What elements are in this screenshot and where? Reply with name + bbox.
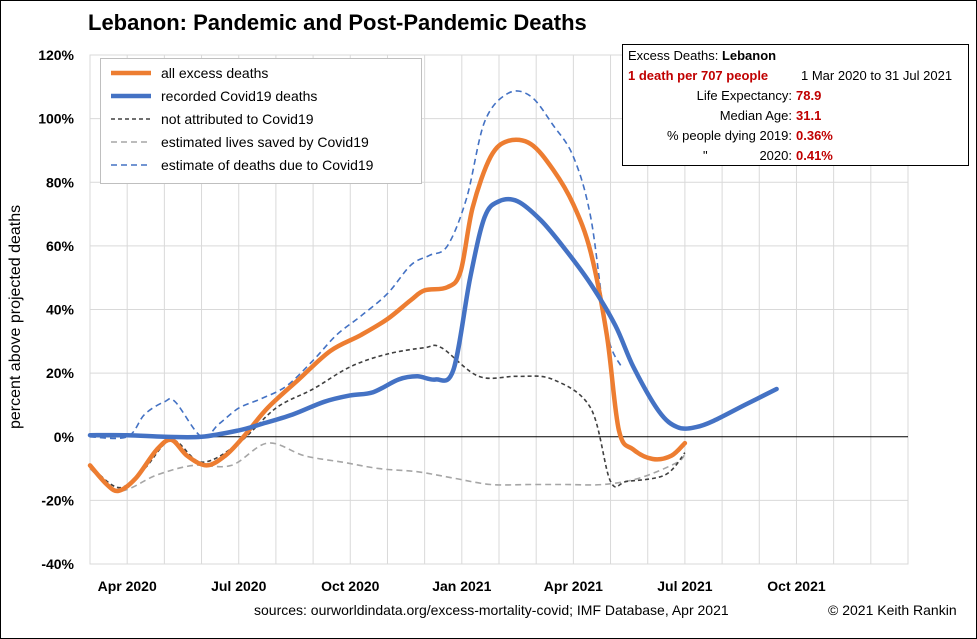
chart-title: Lebanon: Pandemic and Post-Pandemic Deat… (88, 10, 587, 36)
y-tick-label: 20% (46, 365, 75, 381)
info-median-age-value: 31.1 (796, 108, 822, 123)
legend-label: estimated lives saved by Covid19 (161, 134, 369, 150)
series-all-excess-deaths (87, 137, 688, 494)
series-covid-estimate (89, 90, 623, 440)
title-text: : Pandemic and Post-Pandemic Deaths (179, 10, 587, 35)
copyright-note: © 2021 Keith Rankin (828, 602, 957, 618)
info-life-expectancy-value: 78.9 (796, 88, 822, 103)
series-recorded-covid-deaths (87, 196, 779, 440)
legend-label: recorded Covid19 deaths (161, 88, 318, 104)
x-tick-label: Oct 2020 (321, 578, 380, 594)
x-tick-label: Apr 2021 (544, 578, 603, 594)
info-heading: Excess Deaths: Lebanon (628, 48, 777, 63)
x-tick-label: Jul 2021 (657, 578, 712, 594)
y-tick-label: -40% (41, 556, 74, 572)
legend-item-lives-saved: estimated lives saved by Covid19 (109, 131, 419, 153)
info-dying-2020-value: 0.41% (796, 148, 833, 163)
legend: all excess deaths recorded Covid19 death… (100, 58, 422, 184)
series-lives-saved (89, 442, 686, 492)
y-tick-label: 40% (46, 302, 75, 318)
y-tick-label: 60% (46, 238, 75, 254)
info-box: Excess Deaths: Lebanon 1 death per 707 p… (622, 44, 969, 166)
legend-label: not attributed to Covid19 (161, 111, 314, 127)
y-tick-label: 0% (54, 429, 75, 445)
legend-item-covid-estimate: estimate of deaths due to Covid19 (109, 154, 419, 176)
info-life-expectancy-label: Life Expectancy: (696, 88, 792, 103)
info-period: 1 Mar 2020 to 31 Jul 2021 (801, 68, 953, 83)
legend-item-all-excess: all excess deaths (109, 62, 419, 84)
info-dying-2020-label: 2020: (759, 148, 792, 163)
x-tick-label: Jul 2020 (211, 578, 266, 594)
x-tick-label: Oct 2021 (767, 578, 826, 594)
sources-note: sources: ourworldindata.org/excess-morta… (254, 602, 729, 618)
y-tick-label: 100% (38, 111, 74, 127)
info-dying-2019-value: 0.36% (796, 128, 833, 143)
title-country: Lebanon (88, 10, 180, 35)
info-rate: 1 death per 707 people (628, 68, 769, 83)
y-tick-label: 80% (46, 174, 75, 190)
info-ditto-mark: " (703, 148, 708, 163)
y-tick-label: 120% (38, 47, 74, 63)
y-tick-label: -20% (41, 492, 74, 508)
y-axis-label: percent above projected deaths (7, 204, 24, 429)
info-median-age-label: Median Age: (719, 108, 792, 123)
legend-item-recorded-covid: recorded Covid19 deaths (109, 85, 419, 107)
info-dying-2019-label: % people dying 2019: (666, 128, 792, 143)
x-tick-label: Jan 2021 (432, 578, 491, 594)
x-tick-label: Apr 2020 (98, 578, 157, 594)
legend-label: estimate of deaths due to Covid19 (161, 157, 374, 173)
legend-item-not-attributed: not attributed to Covid19 (109, 108, 419, 130)
legend-label: all excess deaths (161, 65, 269, 81)
